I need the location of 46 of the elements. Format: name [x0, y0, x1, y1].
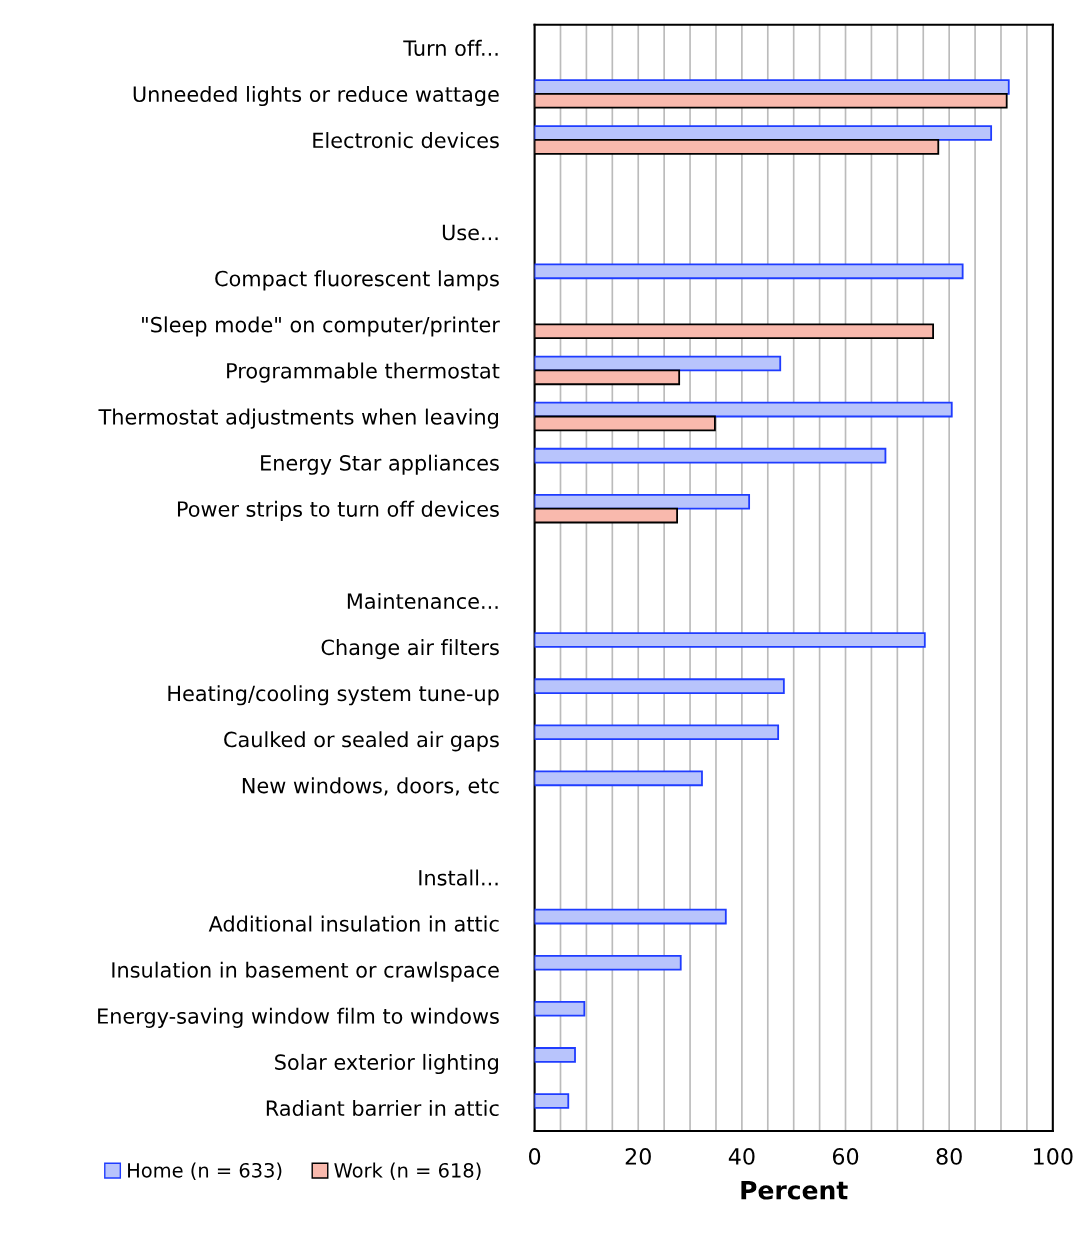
y-tick-label: Power strips to turn off devices	[177, 500, 499, 521]
bar	[534, 632, 926, 648]
y-tick-label: Maintenance...	[347, 592, 498, 610]
bar	[534, 447, 887, 464]
y-tick-label: Energy Star appliances	[261, 454, 499, 475]
y-tick-label: Turn off...	[403, 39, 498, 56]
x-tick-label: 60	[832, 1148, 859, 1165]
bar	[534, 401, 953, 418]
legend-label: Home (n = 633)	[128, 1162, 282, 1180]
x-tick-label: 80	[936, 1148, 962, 1165]
bar	[534, 263, 964, 280]
y-tick-label: Heating/cooling system tune-up	[168, 685, 499, 706]
y-tick-label: Caulked or sealed air gaps	[224, 731, 499, 752]
bar	[534, 1000, 586, 1017]
y-tick-label: Thermostat adjustments when leaving	[98, 408, 498, 429]
bar	[534, 493, 751, 510]
bar	[534, 908, 727, 925]
bar	[534, 79, 1010, 95]
y-tick-label: Radiant barrier in attic	[266, 1099, 499, 1117]
y-tick-label: Solar exterior lighting	[275, 1053, 498, 1075]
y-tick-label: Additional insulation in attic	[208, 915, 499, 932]
bar	[534, 954, 682, 971]
bar	[534, 125, 993, 141]
x-tick-label: 20	[625, 1148, 651, 1165]
y-tick-label: Electronic devices	[313, 132, 499, 149]
y-tick-label: Install...	[419, 869, 498, 886]
y-tick-label: Energy-saving window film to windows	[98, 1007, 499, 1028]
bar	[534, 1047, 576, 1063]
bar	[534, 770, 703, 787]
y-tick-label: Change air filters	[321, 639, 499, 660]
y-tick-label: Use...	[442, 224, 498, 241]
y-tick-label: Compact fluorescent lamps	[215, 270, 499, 291]
bar	[534, 724, 780, 741]
y-tick-label: Unneeded lights or reduce wattage	[133, 85, 499, 107]
bar	[534, 1093, 570, 1109]
x-tick-label: 0	[528, 1148, 541, 1165]
y-tick-label: Programmable thermostat	[227, 362, 500, 383]
x-tick-label: 40	[728, 1148, 755, 1165]
bar	[534, 678, 785, 694]
x-axis-title: Percent	[741, 1180, 848, 1200]
bar	[534, 355, 782, 372]
legend-label: Work (n = 618)	[334, 1162, 481, 1180]
y-tick-label: "Sleep mode" on computer/printer	[142, 316, 500, 337]
x-tick-label: 100	[1034, 1148, 1073, 1165]
y-tick-label: New windows, doors, etc	[242, 777, 499, 796]
y-tick-label: Insulation in basement or crawlspace	[112, 961, 499, 982]
